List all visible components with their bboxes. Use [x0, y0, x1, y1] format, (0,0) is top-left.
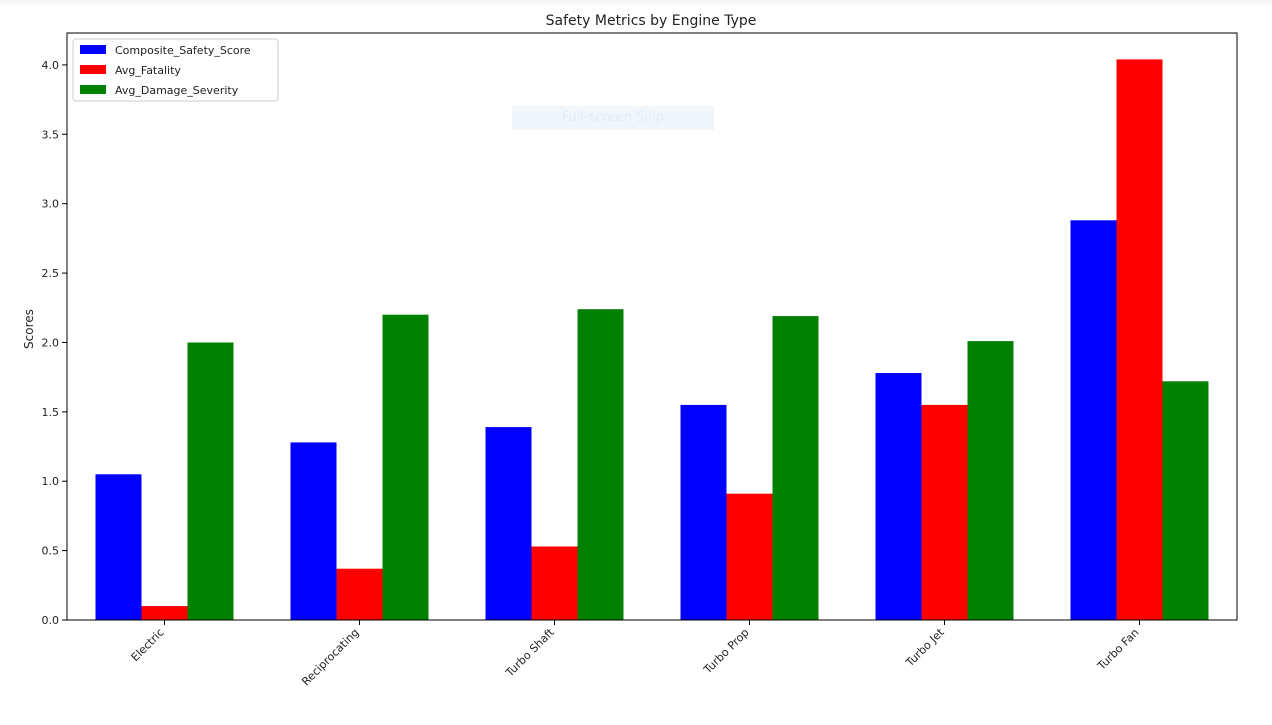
y-tick-label: 1.0 [42, 475, 60, 488]
legend-swatch [80, 45, 106, 54]
legend-box [72, 38, 279, 102]
chart-title: Safety Metrics by Engine Type [546, 13, 757, 29]
bar-avg-fatality-turbo-shaft [531, 546, 578, 620]
y-tick-label: 1.5 [42, 406, 60, 419]
bar-avg-fatality-turbo-fan [1116, 59, 1163, 620]
legend-label: Avg_Damage_Severity [115, 84, 239, 97]
legend: Composite_Safety_Score Avg_Fatality Avg_Da… [72, 38, 279, 102]
bar-composite-safety-score-turbo-jet [875, 373, 922, 620]
bar-avg-fatality-turbo-prop [726, 493, 773, 620]
bar-avg-damage-severity-turbo-prop [772, 316, 819, 620]
bar-composite-safety-score-turbo-shaft [485, 427, 532, 620]
x-axis: Electric Reciprocating Turbo Shaft Turbo Pr… [129, 620, 1142, 688]
x-tick-label: Turbo Fan [1094, 626, 1141, 673]
x-tick-label: Turbo Shaft [503, 625, 558, 680]
y-tick-label: 0.5 [42, 545, 60, 558]
y-tick-label: 0.0 [42, 614, 60, 627]
bar-composite-safety-score-reciprocating [290, 442, 337, 620]
bar-avg-damage-severity-turbo-shaft [577, 309, 624, 620]
y-tick-label: 2.5 [42, 267, 60, 280]
legend-label: Composite_Safety_Score [115, 44, 251, 57]
bars-group [95, 59, 1209, 621]
legend-swatch [80, 85, 106, 94]
y-tick-label: 3.0 [42, 198, 60, 211]
window-top-edge [0, 0, 1272, 6]
x-tick-label: Turbo Jet [903, 625, 947, 669]
bar-avg-damage-severity-electric [187, 342, 234, 620]
bar-avg-damage-severity-reciprocating [382, 314, 429, 620]
bar-avg-fatality-electric [141, 606, 188, 620]
bar-composite-safety-score-electric [95, 474, 142, 620]
plot-frame [66, 32, 1238, 621]
y-axis: 0.0 0.5 1.0 1.5 2.0 2.5 3.0 3.5 4.0 [42, 59, 67, 627]
y-axis-label: Scores [22, 309, 36, 349]
bar-avg-damage-severity-turbo-fan [1162, 381, 1209, 620]
x-tick-label: Turbo Prop [701, 626, 752, 677]
legend-label: Avg_Fatality [115, 64, 181, 77]
bar-avg-fatality-reciprocating [336, 568, 383, 620]
y-tick-label: 2.0 [42, 336, 60, 349]
bar-avg-fatality-turbo-jet [921, 404, 968, 620]
x-tick-label: Electric [129, 626, 167, 664]
y-tick-label: 4.0 [42, 59, 60, 72]
bar-avg-damage-severity-turbo-jet [967, 341, 1014, 620]
legend-swatch [80, 65, 106, 74]
bar-composite-safety-score-turbo-fan [1070, 220, 1117, 621]
bar-composite-safety-score-turbo-prop [680, 404, 727, 620]
x-tick-label: Reciprocating [299, 626, 361, 688]
snip-overlay: Full-screen Snip [512, 106, 714, 130]
y-tick-label: 3.5 [42, 128, 60, 141]
